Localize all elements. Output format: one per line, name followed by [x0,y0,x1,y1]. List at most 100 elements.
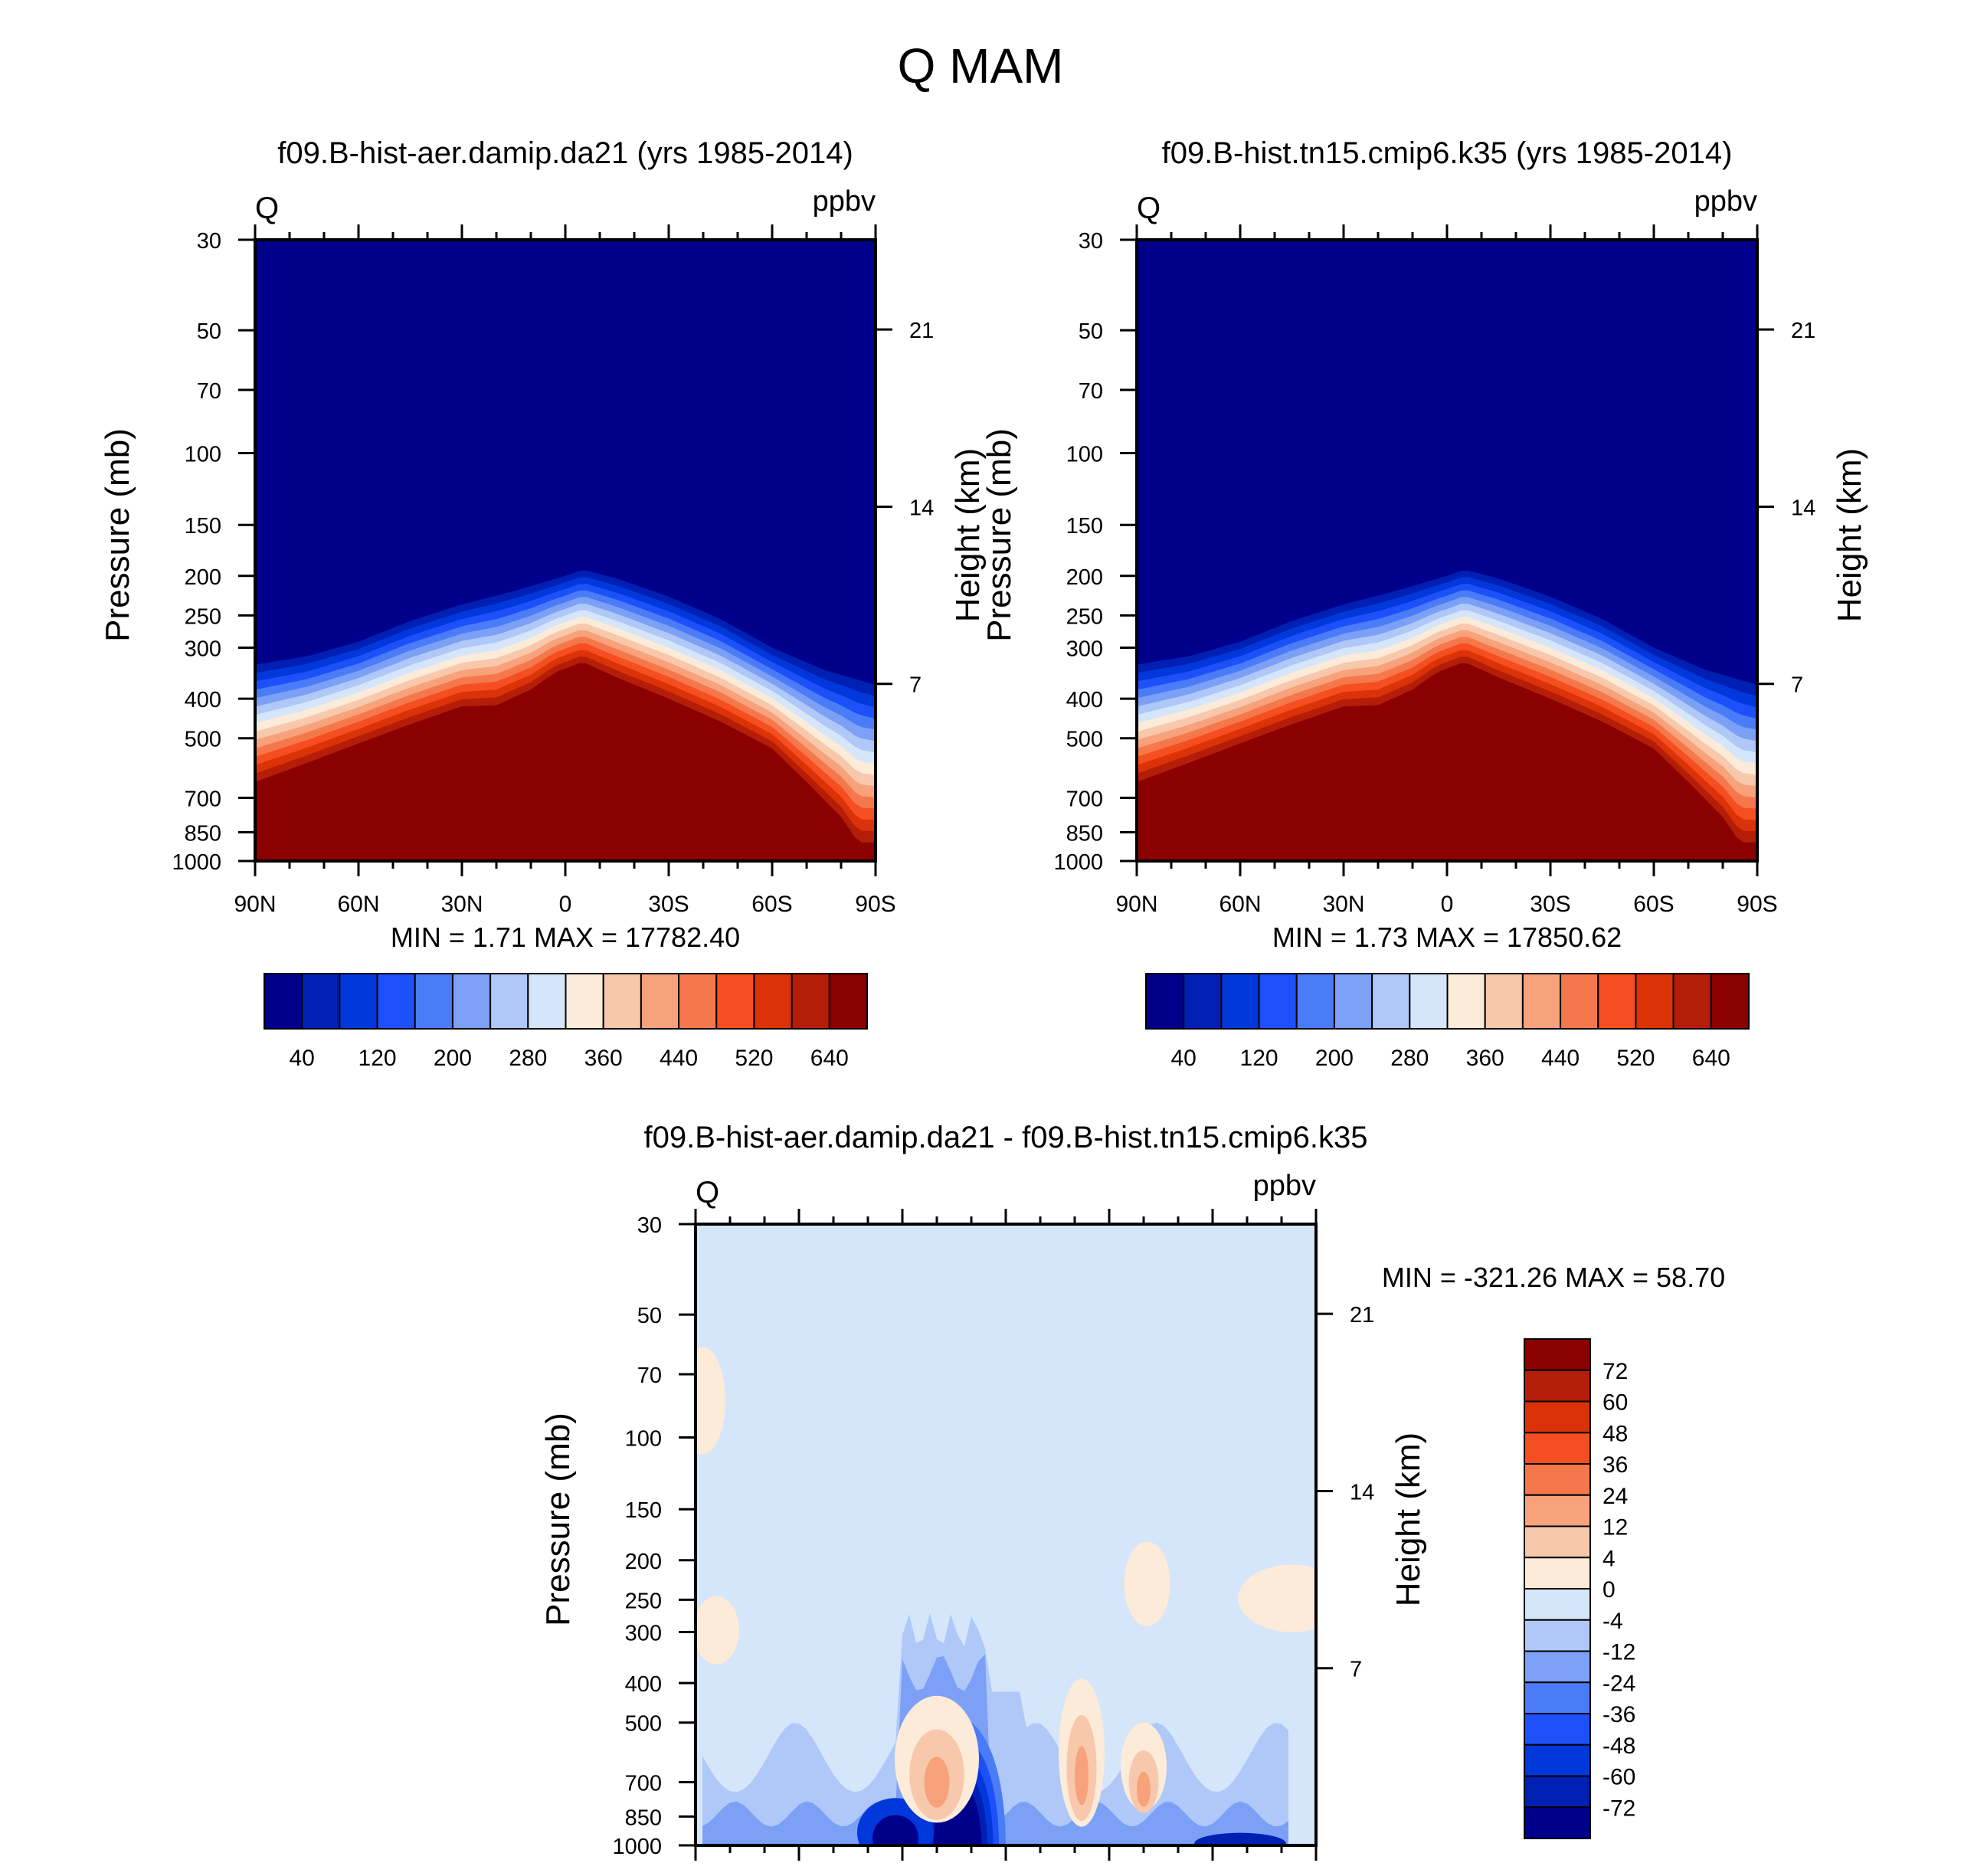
colorbar-cell [753,973,793,1030]
colorbar-label: 40 [290,1046,315,1071]
colorbar-cell [1524,1743,1591,1777]
colorbar-cell [1371,973,1411,1030]
y-tick-label: 250 [1066,604,1103,629]
colorbar-label: 440 [1541,1046,1580,1071]
min-max-label: MIN = -321.26 MAX = 58.70 [1382,1262,1725,1293]
x-tick-label: 0 [559,892,572,917]
colorbar-label: 40 [1171,1046,1197,1071]
colorbar-label: 24 [1603,1484,1628,1509]
colorbar-cell [1524,1463,1591,1496]
panel-hist-cmip6: f09.B-hist.tn15.cmip6.k35 (yrs 1985-2014… [980,136,1868,1071]
y-tick-label: 70 [1079,379,1103,404]
panel-title: f09.B-hist-aer.damip.da21 - f09.B-hist.t… [644,1121,1368,1154]
y-right-tick-label: 7 [1350,1658,1362,1682]
colorbar-label: 36 [1603,1452,1628,1478]
colorbar-label: 360 [1466,1046,1504,1071]
colorbar-label: -72 [1603,1796,1635,1821]
y-tick-label: 700 [625,1772,662,1796]
panel-difference: f09.B-hist-aer.damip.da21 - f09.B-hist.t… [539,1121,1725,1861]
colorbar-cell [489,973,529,1030]
min-max-label: MIN = 1.71 MAX = 17782.40 [391,922,740,953]
colorbar-label: 120 [358,1046,397,1071]
y-tick-label: 850 [185,821,221,846]
x-tick-label: 90N [1115,892,1157,917]
units-label: ppbv [1694,185,1757,218]
colorbar-cell [1521,973,1562,1030]
y-right-tick-label: 21 [909,319,934,343]
y-tick-label: 1000 [612,1835,662,1859]
colorbar-cell [1560,973,1599,1030]
y-tick-label: 30 [1079,229,1103,254]
colorbar-cell [1524,1775,1591,1809]
panel-aer-damip: f09.B-hist-aer.damip.da21 (yrs 1985-2014… [99,136,987,1071]
variable-label: Q [255,192,279,225]
variable-label: Q [696,1176,719,1210]
y-tick-label: 30 [197,229,221,254]
y-tick-label: 700 [185,787,221,812]
colorbar-cell [376,973,416,1030]
y-tick-label: 850 [625,1806,662,1830]
y-right-tick-label: 14 [909,496,934,520]
colorbar-cell [1295,973,1335,1030]
negative-lobe-60s [1194,1832,1286,1845]
y-right-tick-label: 14 [1350,1480,1374,1504]
y-right-tick-label: 21 [1350,1303,1374,1328]
colorbar-cell [1220,973,1260,1030]
variable-label: Q [1137,192,1161,225]
colorbar-label: -4 [1603,1609,1623,1634]
x-tick-label: 90N [234,892,276,917]
colorbar-label: 360 [584,1046,623,1071]
x-tick-label: 90S [1737,892,1777,917]
y-tick-label: 500 [185,728,221,752]
colorbar-cell [414,973,453,1030]
y-tick-label: 250 [625,1589,662,1613]
y-right-axis-label: Height (km) [1831,448,1868,622]
y-right-tick-label: 14 [1791,496,1815,520]
colorbar-cell [1333,973,1373,1030]
y-tick-label: 850 [1066,821,1103,846]
colorbar-cell [1183,973,1223,1030]
x-tick-label: 30N [1322,892,1364,917]
y-tick-label: 500 [1066,728,1103,752]
y-tick-label: 300 [185,637,221,662]
colorbar-label: -12 [1603,1640,1635,1665]
colorbar-cell [1597,973,1637,1030]
y-axis-label: Pressure (mb) [99,428,136,642]
colorbar-label: -36 [1603,1702,1635,1727]
y-right-tick-label: 7 [1791,673,1803,698]
colorbar-cell [1524,1557,1591,1590]
colorbar-cell [1524,1588,1591,1621]
y-right-tick-label: 21 [1791,319,1815,343]
colorbar-cell [1145,973,1185,1030]
x-tick-label: 60N [337,892,379,917]
contour-band-15 [255,663,876,861]
colorbar-label: 60 [1603,1390,1628,1416]
colorbar-cell [1446,973,1486,1030]
y-tick-label: 200 [1066,565,1103,590]
colorbar-cell [1524,1806,1591,1839]
colorbar-label: 520 [735,1046,773,1071]
y-tick-label: 700 [1066,787,1103,812]
y-axis-label: Pressure (mb) [539,1413,577,1626]
y-tick-label: 400 [625,1672,662,1697]
colorbar-cell [301,973,341,1030]
colorbar-cell [640,973,680,1030]
y-tick-label: 400 [1066,688,1103,712]
figure-title: Q MAM [898,38,1064,93]
x-tick-label: 30S [1530,892,1570,917]
colorbar-cell [527,973,567,1030]
colorbar-cell [602,973,642,1030]
colorbar-cell [1484,973,1524,1030]
colorbar-label: -60 [1603,1765,1635,1790]
y-tick-label: 100 [625,1426,662,1451]
colorbar-label: 520 [1616,1046,1655,1071]
y-tick-label: 150 [1066,514,1103,539]
x-tick-label: 90S [855,892,895,917]
colorbar-label: 72 [1603,1359,1628,1384]
positive-patch-5 [1124,1541,1170,1626]
negative-lobe-30n-core [872,1815,918,1845]
panel-title: f09.B-hist.tn15.cmip6.k35 (yrs 1985-2014… [1162,136,1733,170]
panel-title: f09.B-hist-aer.damip.da21 (yrs 1985-2014… [277,136,853,170]
colorbar-cell [1524,1338,1591,1371]
